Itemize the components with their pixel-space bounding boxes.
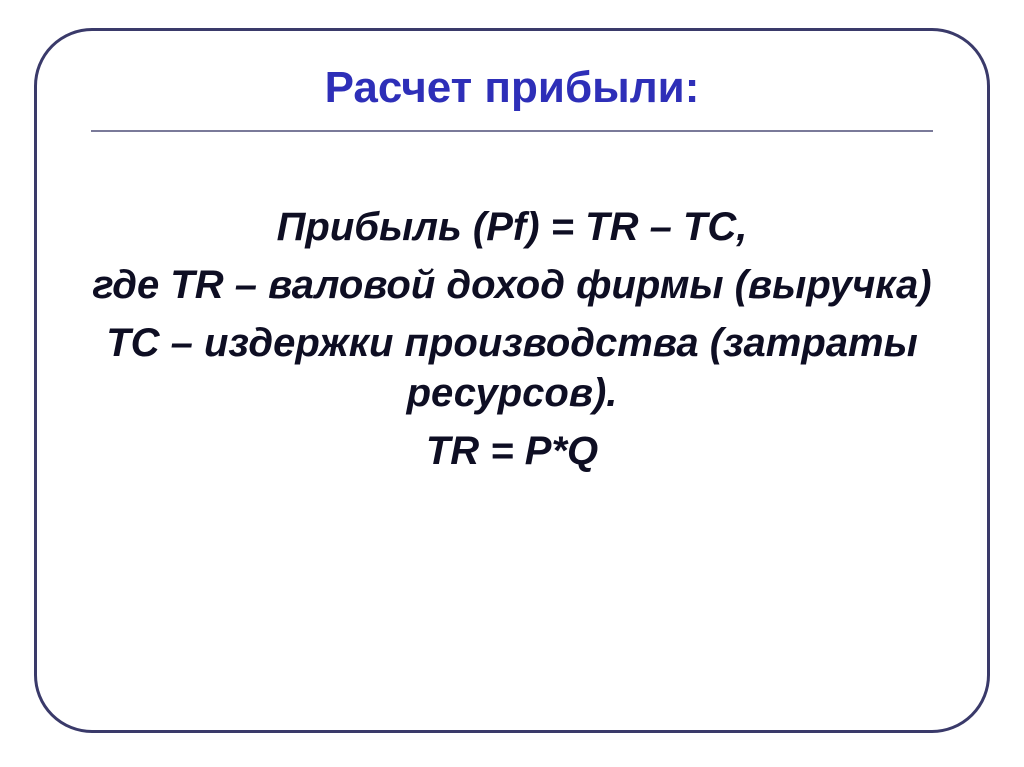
formula-tr: TR = P*Q [85, 426, 939, 476]
slide-title: Расчет прибыли: [85, 63, 939, 114]
formula-profit: Прибыль (Pf) = TR – TC, [85, 202, 939, 252]
definition-tc: TC – издержки производства (затраты ресу… [85, 318, 939, 418]
title-divider [91, 130, 933, 132]
slide-frame: Расчет прибыли: Прибыль (Pf) = TR – TC, … [34, 28, 990, 733]
slide: Расчет прибыли: Прибыль (Pf) = TR – TC, … [0, 0, 1024, 767]
definition-tr: где TR – валовой доход фирмы (выручка) [85, 260, 939, 310]
slide-content: Прибыль (Pf) = TR – TC, где TR – валовой… [85, 202, 939, 476]
